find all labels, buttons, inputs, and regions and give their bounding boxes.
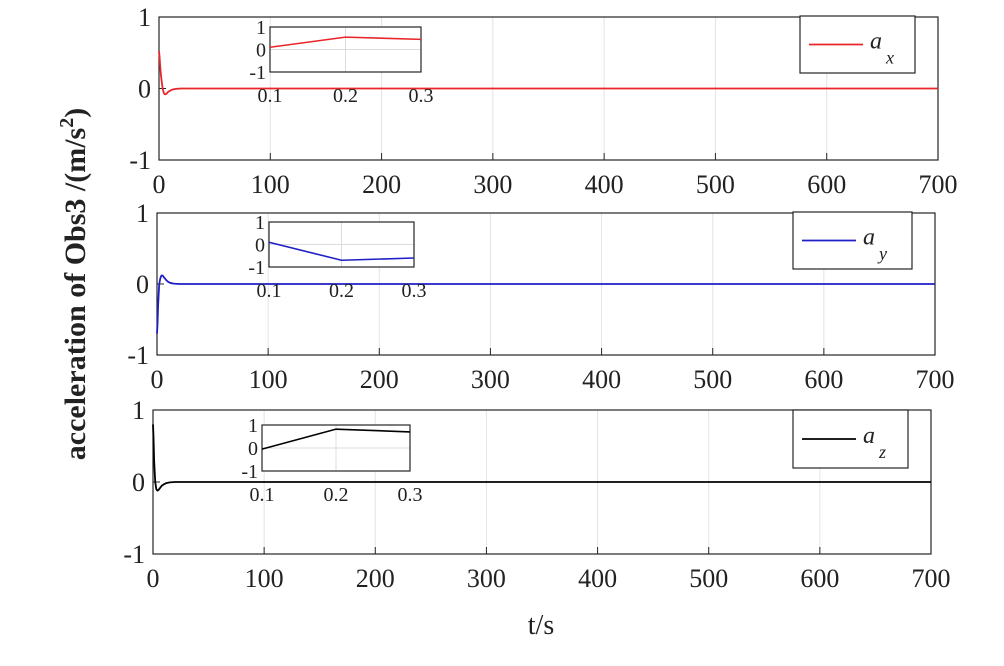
y-tick-label: -1	[127, 341, 149, 370]
x-tick-label: 500	[696, 170, 735, 199]
inset-axes: 0.1 0.2 0.3 10-1	[248, 212, 426, 302]
series-line-z	[152, 424, 931, 492]
series-line-x	[158, 51, 938, 96]
y-axis-label-close: )	[59, 108, 92, 118]
x-tick-label: 0	[147, 564, 160, 593]
y-tick-label: 1	[132, 396, 145, 425]
legend: ay	[792, 211, 913, 270]
inset-x-tick-label: 0.1	[258, 85, 283, 107]
x-tick-label: 700	[912, 564, 951, 593]
x-axis-label: t/s	[528, 610, 554, 641]
x-tick-label: 200	[362, 170, 401, 199]
inset-y-tick-label: -1	[241, 461, 258, 483]
series-line-y	[156, 274, 935, 334]
inset-y-tick-label: -1	[248, 257, 265, 279]
x-tick-label: 400	[582, 365, 621, 394]
inset-frame	[261, 424, 411, 472]
x-tick-label: 300	[473, 170, 512, 199]
y-tick-label: 1	[136, 199, 149, 228]
inset-series-line	[261, 428, 411, 450]
x-tick-label: 600	[800, 564, 839, 593]
y-tick-label: 0	[132, 468, 145, 497]
legend-label-subscript: y	[877, 244, 887, 264]
legend: ax	[799, 15, 916, 74]
y-tick-label: 1	[138, 3, 151, 32]
x-tick-label: 500	[689, 564, 728, 593]
inset-series-line	[268, 241, 415, 262]
legend-label: a	[863, 423, 875, 449]
inset-frame	[269, 26, 422, 73]
x-tick-label: 500	[693, 365, 732, 394]
inset-x-tick-label: 0.3	[402, 280, 427, 302]
inset-x-tick-label: 0.2	[329, 280, 354, 302]
legend: az	[792, 409, 909, 469]
x-tick-label: 600	[804, 365, 843, 394]
x-tick-label: 400	[585, 170, 624, 199]
y-axis-label-text: acceleration of Obs3 /(m/s	[59, 128, 92, 460]
y-tick-label: -1	[129, 146, 151, 175]
x-tick-label: 0	[151, 365, 164, 394]
x-tick-label: 300	[467, 564, 506, 593]
inset-x-tick-label: 0.3	[398, 484, 423, 506]
x-tick-label: 300	[471, 365, 510, 394]
inset-x-tick-label: 0.1	[250, 484, 275, 506]
legend-label: a	[870, 29, 882, 55]
y-axis-label-superscript: 2	[56, 118, 78, 128]
y-tick-label: 0	[136, 270, 149, 299]
inset-y-tick-label: 1	[256, 17, 266, 39]
x-tick-label: 600	[807, 170, 846, 199]
y-tick-label: 0	[138, 75, 151, 104]
inset-x-tick-label: 0.3	[409, 85, 434, 107]
inset-y-tick-label: 0	[255, 235, 265, 257]
y-tick-label: -1	[123, 540, 145, 569]
inset-y-tick-label: 1	[255, 212, 265, 234]
x-tick-label: 200	[360, 365, 399, 394]
inset-axes: 0.1 0.2 0.3 10-1	[241, 415, 422, 506]
x-tick-label: 100	[249, 365, 288, 394]
inset-x-tick-label: 0.2	[333, 85, 358, 107]
inset-x-tick-label: 0.1	[257, 280, 282, 302]
x-tick-label: 700	[919, 170, 958, 199]
inset-y-tick-label: -1	[249, 62, 266, 84]
inset-y-tick-label: 0	[248, 438, 258, 460]
x-tick-label: 200	[356, 564, 395, 593]
x-tick-label: 400	[578, 564, 617, 593]
x-tick-label: 100	[245, 564, 284, 593]
inset-frame	[268, 221, 415, 268]
inset-axes: 0.1 0.2 0.3 10-1	[249, 17, 433, 107]
legend-label-subscript: x	[885, 48, 894, 68]
legend-label-subscript: z	[878, 442, 886, 462]
inset-y-tick-label: 1	[248, 415, 258, 437]
x-tick-label: 0	[153, 170, 166, 199]
inset-y-tick-label: 0	[256, 40, 266, 62]
legend-label: a	[863, 225, 875, 251]
x-tick-label: 700	[916, 365, 955, 394]
y-axis-label: acceleration of Obs3 /(m/s2)	[56, 108, 92, 460]
x-tick-label: 100	[251, 170, 290, 199]
inset-x-tick-label: 0.2	[324, 484, 349, 506]
inset-series-line	[269, 36, 422, 49]
